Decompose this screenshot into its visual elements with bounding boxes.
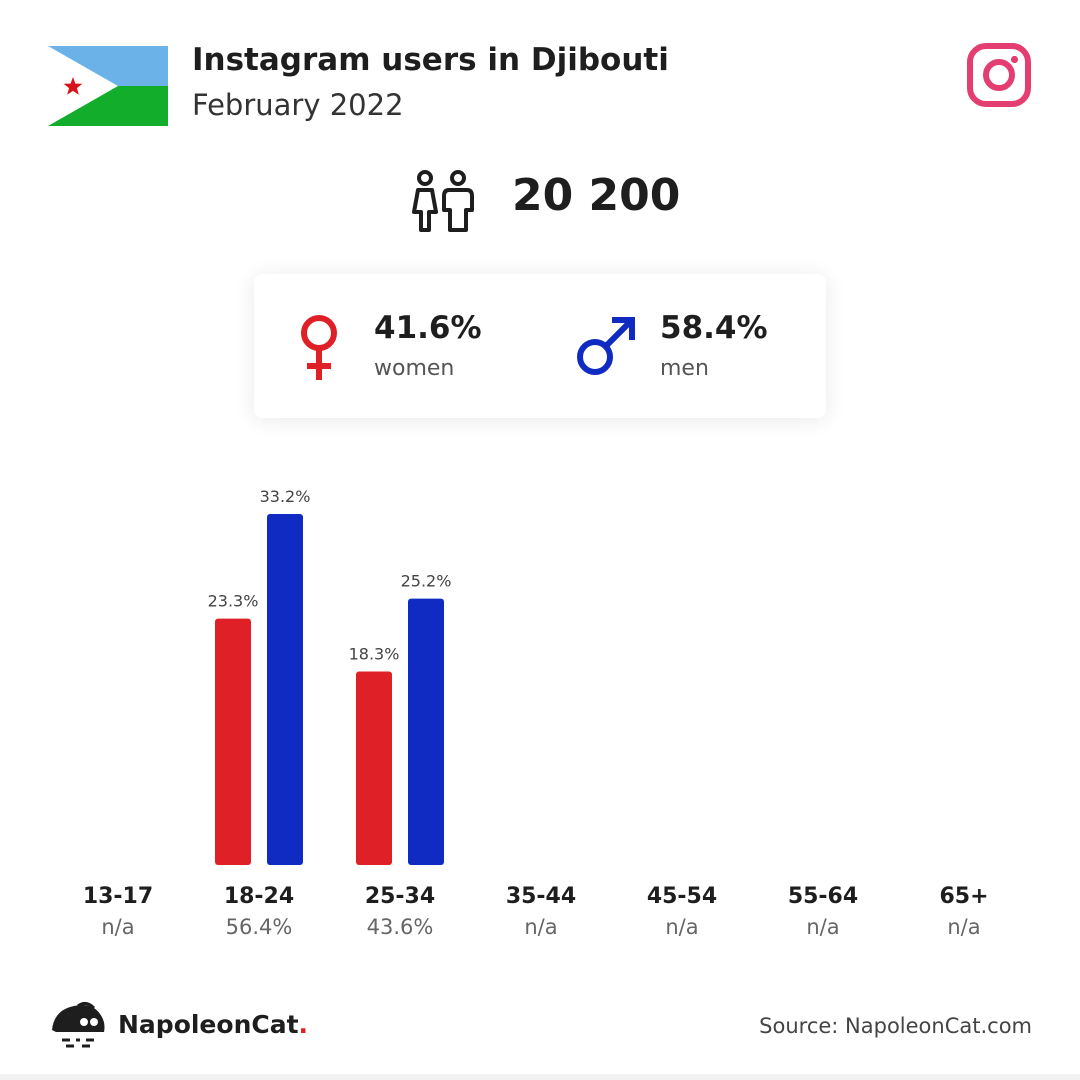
chart-plot-area: 23.3% 33.2% 18.3% 25.2% xyxy=(208,487,452,865)
age-group-share: n/a xyxy=(947,915,981,939)
age-gender-bar-chart: 23.3% 33.2% 18.3% 25.2% 13-17 n/a 18-24 56.4% 2… xyxy=(0,460,1080,960)
age-group-share: 43.6% xyxy=(366,915,434,939)
male-symbol-icon xyxy=(577,317,635,375)
tick-label: 25-34 xyxy=(364,884,436,909)
source-credit: Source: NapoleonCat.com xyxy=(759,1014,1032,1038)
data-label-women-18-24: 23.3% xyxy=(208,592,259,611)
tick-label: 45-54 xyxy=(646,884,718,909)
age-group-share: n/a xyxy=(806,915,840,939)
men-percentage: 58.4% xyxy=(660,310,768,346)
data-label-men-25-34: 25.2% xyxy=(401,572,452,591)
instagram-icon xyxy=(967,43,1031,107)
bar-women-25-34 xyxy=(356,671,392,865)
age-group-55-64: 55-64 n/a xyxy=(753,884,893,939)
age-group-share: n/a xyxy=(101,915,135,939)
age-group-18-24: 18-24 56.4% xyxy=(189,884,329,939)
age-group-65+: 65+ n/a xyxy=(894,884,1034,939)
tick-label: 18-24 xyxy=(223,884,295,909)
brand-name: NapoleonCat. xyxy=(118,1010,309,1039)
age-group-share: n/a xyxy=(665,915,699,939)
tick-label: 13-17 xyxy=(82,884,154,909)
people-icon xyxy=(412,170,474,232)
women-percentage: 41.6% xyxy=(374,310,482,346)
data-label-men-18-24: 33.2% xyxy=(260,487,311,506)
men-label: men xyxy=(660,356,709,381)
page-subtitle: February 2022 xyxy=(192,88,404,122)
bar-men-18-24 xyxy=(267,514,303,865)
female-symbol-icon xyxy=(301,315,337,380)
tick-label: 35-44 xyxy=(505,884,577,909)
data-label-women-25-34: 18.3% xyxy=(349,645,400,664)
bottom-divider xyxy=(0,1074,1080,1080)
bar-men-25-34 xyxy=(408,598,444,865)
gender-summary-card: 41.6% women 58.4% men xyxy=(254,274,826,418)
age-group-45-54: 45-54 n/a xyxy=(612,884,752,939)
napoleoncat-logo-icon xyxy=(52,1001,105,1048)
age-group-share: n/a xyxy=(524,915,558,939)
age-group-13-17: 13-17 n/a xyxy=(48,884,188,939)
bar-women-18-24 xyxy=(215,618,251,865)
total-users: 20 200 xyxy=(512,170,681,221)
djibouti-flag-icon xyxy=(48,46,168,126)
age-group-35-44: 35-44 n/a xyxy=(471,884,611,939)
women-label: women xyxy=(374,356,455,381)
age-group-25-34: 25-34 43.6% xyxy=(330,884,470,939)
age-group-share: 56.4% xyxy=(225,915,293,939)
page-title: Instagram users in Djibouti xyxy=(192,42,669,78)
tick-label: 65+ xyxy=(939,884,989,909)
tick-label: 55-64 xyxy=(787,884,859,909)
